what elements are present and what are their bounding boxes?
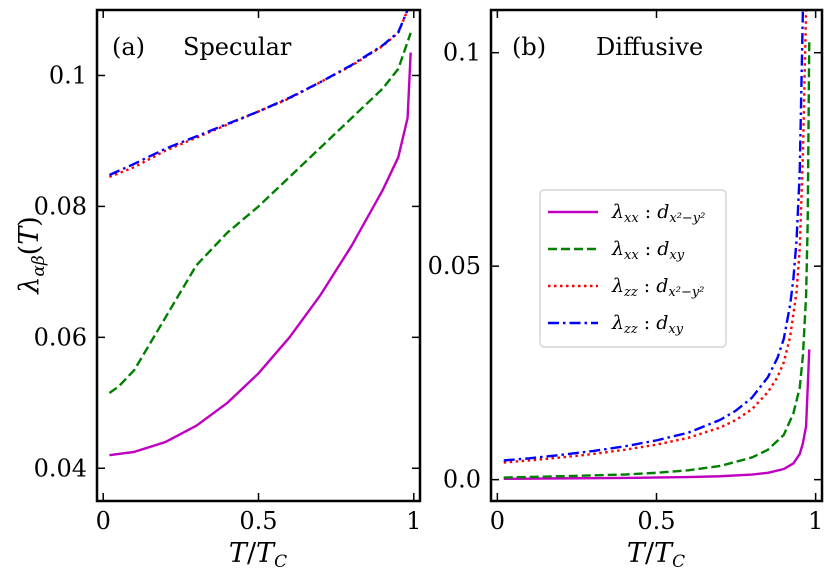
panel-b-series-2	[503, 39, 811, 479]
legend-label-1: λxx : dx²−y²	[611, 201, 705, 226]
panel-a-label: (a)	[112, 33, 145, 61]
panel-a-frame	[95, 8, 422, 503]
panel-a-ytick-label: 0.1	[49, 61, 87, 89]
panel-a-xtick-label: 0.5	[239, 507, 277, 535]
legend-label-3: λzz : dx²−y²	[611, 275, 704, 300]
panel-a-ytick-label: 0.04	[34, 454, 87, 482]
panel-b-lines	[503, 10, 811, 480]
panel-b-title: Diffusive	[596, 33, 703, 61]
panel-b-series-3	[503, 10, 808, 464]
panel-a-lines	[108, 10, 412, 457]
legend-label-4: λzz : dxy	[611, 312, 684, 337]
panel-b-series-1	[503, 349, 811, 480]
panel-b-xlabel: T/TC	[627, 538, 685, 572]
panel-a-ylabel: λαβ(T)	[14, 216, 49, 295]
panel-b-xtick-label: 0	[490, 507, 505, 535]
panel-b-ticks: 0 0.5 1 0.0 0.05 0.1	[428, 10, 823, 535]
panel-a-series-4	[108, 10, 409, 177]
panel-a-xtick-label: 1	[406, 507, 421, 535]
panel-a-series-1	[109, 52, 412, 457]
panel-b-xtick-label: 0.5	[637, 507, 675, 535]
legend-label-2: λxx : dxy	[611, 238, 685, 263]
panel-b-frame	[489, 8, 824, 503]
panel-b-xtick-label: 1	[808, 507, 823, 535]
panel-b-ytick-label: 0.05	[428, 252, 481, 280]
legend-frame	[539, 189, 727, 348]
panel-b-label: (b)	[512, 33, 546, 61]
panel-b-ytick-label: 0.0	[443, 466, 481, 494]
panel-a-xtick-label: 0	[96, 507, 111, 535]
panel-a-series-2	[108, 32, 412, 394]
panel-a-xlabel: T/TC	[229, 538, 287, 572]
panel-b-ytick-label: 0.1	[443, 39, 481, 67]
panel-b-series-4	[503, 10, 805, 462]
panel-a-ytick-label: 0.08	[34, 192, 87, 220]
panel-a-title: Specular	[183, 33, 292, 61]
panel-a-ytick-label: 0.06	[34, 323, 87, 351]
legend: λxx : dx²−y² λxx : dxy λzz : dx²−y² λzz : d…	[539, 189, 727, 348]
panel-a-specular: 0 0.5 1 0.04 0.06 0.08 0.1 (a) Specular T/TC λ…	[14, 8, 422, 572]
panel-b-diffusive: 0 0.5 1 0.0 0.05 0.1 (b) Diffusive T/TC λxx :…	[428, 8, 824, 572]
panel-a-ticks: 0 0.5 1 0.04 0.06 0.08 0.1	[34, 10, 421, 535]
